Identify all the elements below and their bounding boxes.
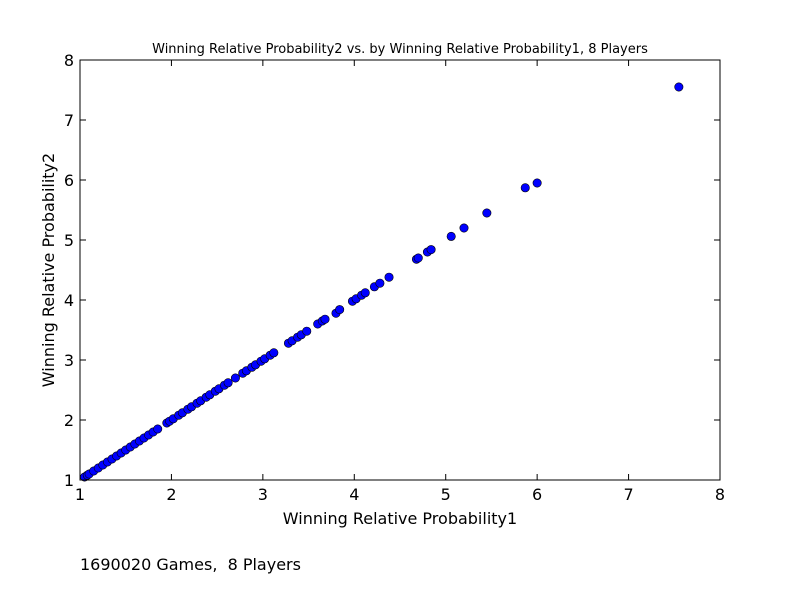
data-point (230, 373, 240, 383)
y-tick-label: 4 (64, 291, 74, 310)
y-tick-label: 7 (64, 111, 74, 130)
x-tick-label: 2 (166, 485, 176, 504)
data-point (320, 314, 330, 324)
data-point (459, 223, 469, 233)
data-point (335, 305, 345, 315)
y-axis-label: Winning Relative Probability2 (39, 153, 58, 387)
x-tick-label: 5 (441, 485, 451, 504)
data-point (153, 424, 163, 434)
plot-frame (79, 59, 721, 481)
x-tick-label: 3 (258, 485, 268, 504)
data-point (532, 178, 542, 188)
x-tick-label: 1 (75, 485, 85, 504)
data-point (446, 231, 456, 241)
footnote-text: 1690020 Games, 8 Players (80, 555, 301, 574)
data-point (413, 253, 423, 263)
points-layer (80, 82, 684, 482)
x-axis-label: Winning Relative Probability1 (283, 509, 517, 528)
y-tick-label: 5 (64, 231, 74, 250)
y-tick-label: 3 (64, 351, 74, 370)
data-point (375, 278, 385, 288)
y-tick-label: 8 (64, 51, 74, 70)
chart-title: Winning Relative Probability2 vs. by Win… (152, 42, 648, 57)
data-point (269, 348, 279, 358)
x-tick-label: 7 (623, 485, 633, 504)
y-tick-label: 2 (64, 411, 74, 430)
data-point (360, 288, 370, 298)
data-point (426, 245, 436, 255)
x-tick-label: 6 (532, 485, 542, 504)
x-tick-label: 8 (715, 485, 725, 504)
x-tick-label: 4 (349, 485, 359, 504)
data-point (674, 82, 684, 92)
data-point (223, 378, 233, 388)
ticks-layer: 1 2 3 4 5 6 7 8 1 2 3 4 5 6 7 8 (64, 51, 725, 504)
data-point (384, 272, 394, 282)
y-tick-label: 6 (64, 171, 74, 190)
data-point (482, 208, 492, 218)
y-tick-label: 1 (64, 471, 74, 490)
data-point (302, 326, 312, 336)
data-point (520, 183, 530, 193)
